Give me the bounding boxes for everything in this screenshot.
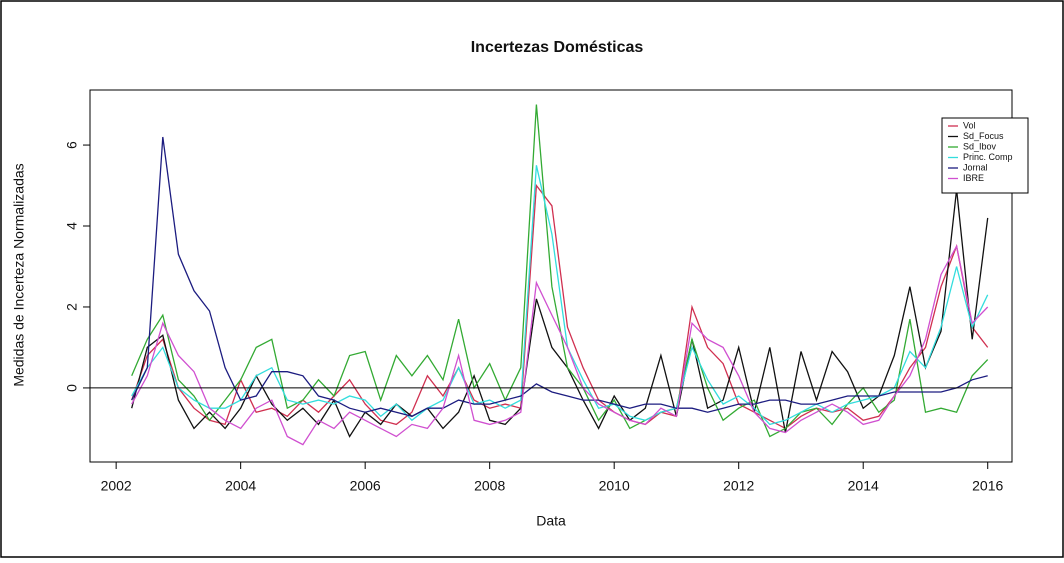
chart-title: Incertezas Domésticas [471, 39, 644, 56]
x-tick-label: 2008 [474, 478, 505, 494]
y-axis-label: Medidas de Incerteza Normalizadas [11, 163, 27, 386]
x-tick-label: 2014 [848, 478, 879, 494]
legend-label: Jornal [963, 162, 988, 172]
x-tick-label: 2004 [225, 478, 256, 494]
series-line [131, 244, 989, 446]
series-line [131, 183, 989, 430]
x-tick-label: 2006 [350, 478, 381, 494]
series-line [131, 136, 988, 417]
x-axis-label: Data [536, 513, 566, 529]
legend-box [941, 117, 1029, 194]
series-line [131, 104, 989, 438]
x-tick-label: 2010 [599, 478, 630, 494]
y-tick-label: 2 [64, 303, 80, 311]
plot-box [89, 89, 1013, 463]
y-tick-label: 4 [64, 222, 80, 230]
y-tick-label: 6 [64, 141, 80, 149]
legend-label: Vol [963, 120, 976, 130]
legend-label: Princ. Comp [963, 152, 1013, 162]
legend-label: Sd_Ibov [963, 141, 997, 151]
y-tick-label: 0 [64, 384, 80, 392]
x-tick-label: 2012 [723, 478, 754, 494]
series-line [131, 165, 989, 426]
x-tick-label: 2002 [101, 478, 132, 494]
legend-label: Sd_Focus [963, 131, 1004, 141]
x-tick-label: 2016 [972, 478, 1003, 494]
legend-label: IBRE [963, 173, 984, 183]
